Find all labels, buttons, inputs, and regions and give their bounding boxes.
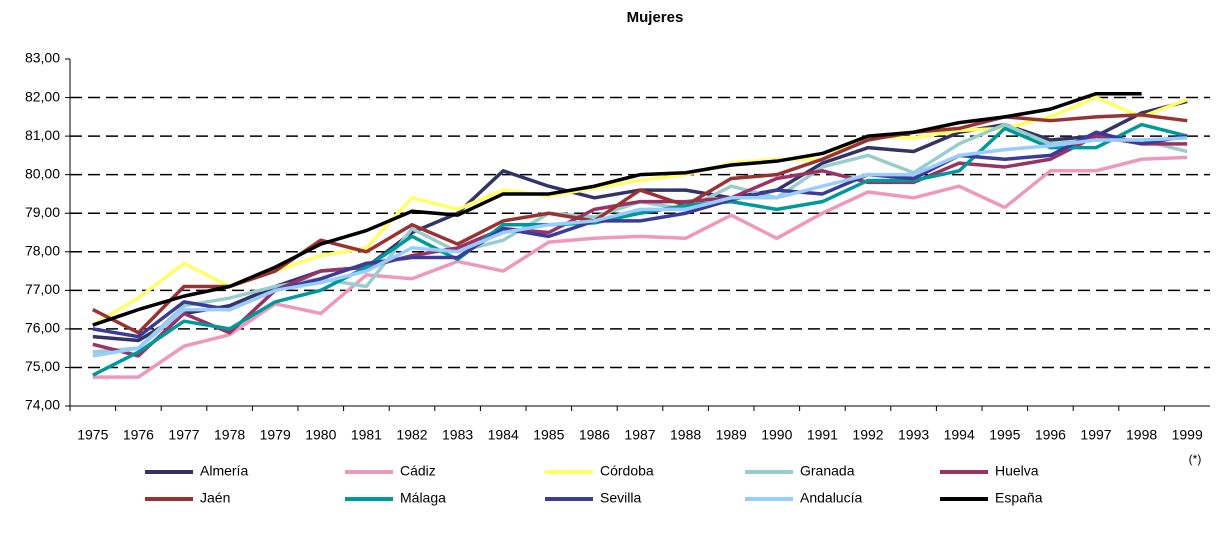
x-tick-label: 1975	[77, 427, 108, 443]
x-tick-label: 1982	[396, 427, 427, 443]
legend-label: Andalucía	[800, 490, 862, 506]
legend-label: España	[995, 490, 1043, 506]
y-tick-label: 75,00	[25, 358, 60, 374]
x-tick-label: 1979	[260, 427, 291, 443]
x-tick-label: 1981	[351, 427, 382, 443]
x-tick-label: 1997	[1080, 427, 1111, 443]
series-line	[92, 134, 1188, 358]
series-line	[92, 136, 1188, 358]
x-tick-label: 1980	[305, 427, 336, 443]
x-tick-label: 1990	[761, 427, 792, 443]
legend-label: Huelva	[995, 463, 1039, 479]
x-tick-label: 1983	[442, 427, 473, 443]
legend-label: Almería	[200, 463, 248, 479]
x-tick-label: 1985	[533, 427, 564, 443]
x-tick-label: 1989	[716, 427, 747, 443]
legend-label: Cádiz	[400, 463, 436, 479]
annotation: (*)	[1189, 452, 1202, 466]
legend-label: Jaén	[200, 490, 230, 506]
legend-label: Sevilla	[600, 490, 641, 506]
x-tick-label: 1991	[807, 427, 838, 443]
x-tick-label: 1994	[944, 427, 975, 443]
y-tick-label: 83,00	[25, 50, 60, 66]
x-tick-label: 1998	[1126, 427, 1157, 443]
series-line	[92, 91, 1142, 327]
y-tick-label: 78,00	[25, 242, 60, 258]
x-tick-label: 1992	[852, 427, 883, 443]
x-tick-label: 1993	[898, 427, 929, 443]
x-tick-label: 1999	[1172, 427, 1203, 443]
x-tick-label: 1996	[1035, 427, 1066, 443]
y-tick-label: 74,00	[25, 397, 60, 413]
y-tick-label: 82,00	[25, 88, 60, 104]
x-tick-label: 1984	[488, 427, 519, 443]
legend-label: Málaga	[400, 490, 446, 506]
y-tick-label: 80,00	[25, 165, 60, 181]
legend-label: Córdoba	[600, 463, 654, 479]
x-tick-label: 1988	[670, 427, 701, 443]
x-tick-label: 1987	[624, 427, 655, 443]
x-tick-label: 1978	[214, 427, 245, 443]
legend-label: Granada	[800, 463, 855, 479]
chart-title: Mujeres	[627, 9, 684, 26]
y-tick-label: 79,00	[25, 204, 60, 220]
y-tick-label: 77,00	[25, 281, 60, 297]
x-tick-label: 1986	[579, 427, 610, 443]
series-line	[92, 122, 1188, 377]
y-tick-label: 76,00	[25, 320, 60, 336]
y-tick-label: 81,00	[25, 127, 60, 143]
x-tick-label: 1977	[168, 427, 199, 443]
x-tick-label: 1995	[989, 427, 1020, 443]
x-tick-label: 1976	[123, 427, 154, 443]
